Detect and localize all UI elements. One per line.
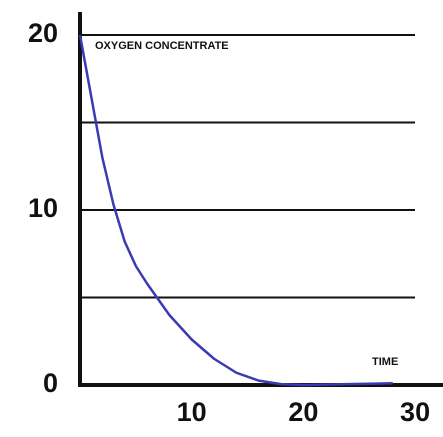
y-tick-label: 20 xyxy=(28,18,58,48)
y-tick-label: 10 xyxy=(28,193,58,223)
line-series xyxy=(78,34,393,387)
x-axis-label: TIME xyxy=(372,356,398,368)
x-tick-label: 10 xyxy=(177,397,207,427)
x-tick-label: 20 xyxy=(288,397,318,427)
x-tick-label: 30 xyxy=(400,397,430,427)
y-tick-label: 0 xyxy=(43,368,58,398)
y-axis-label: OXYGEN CONCENTRATE xyxy=(95,40,229,52)
